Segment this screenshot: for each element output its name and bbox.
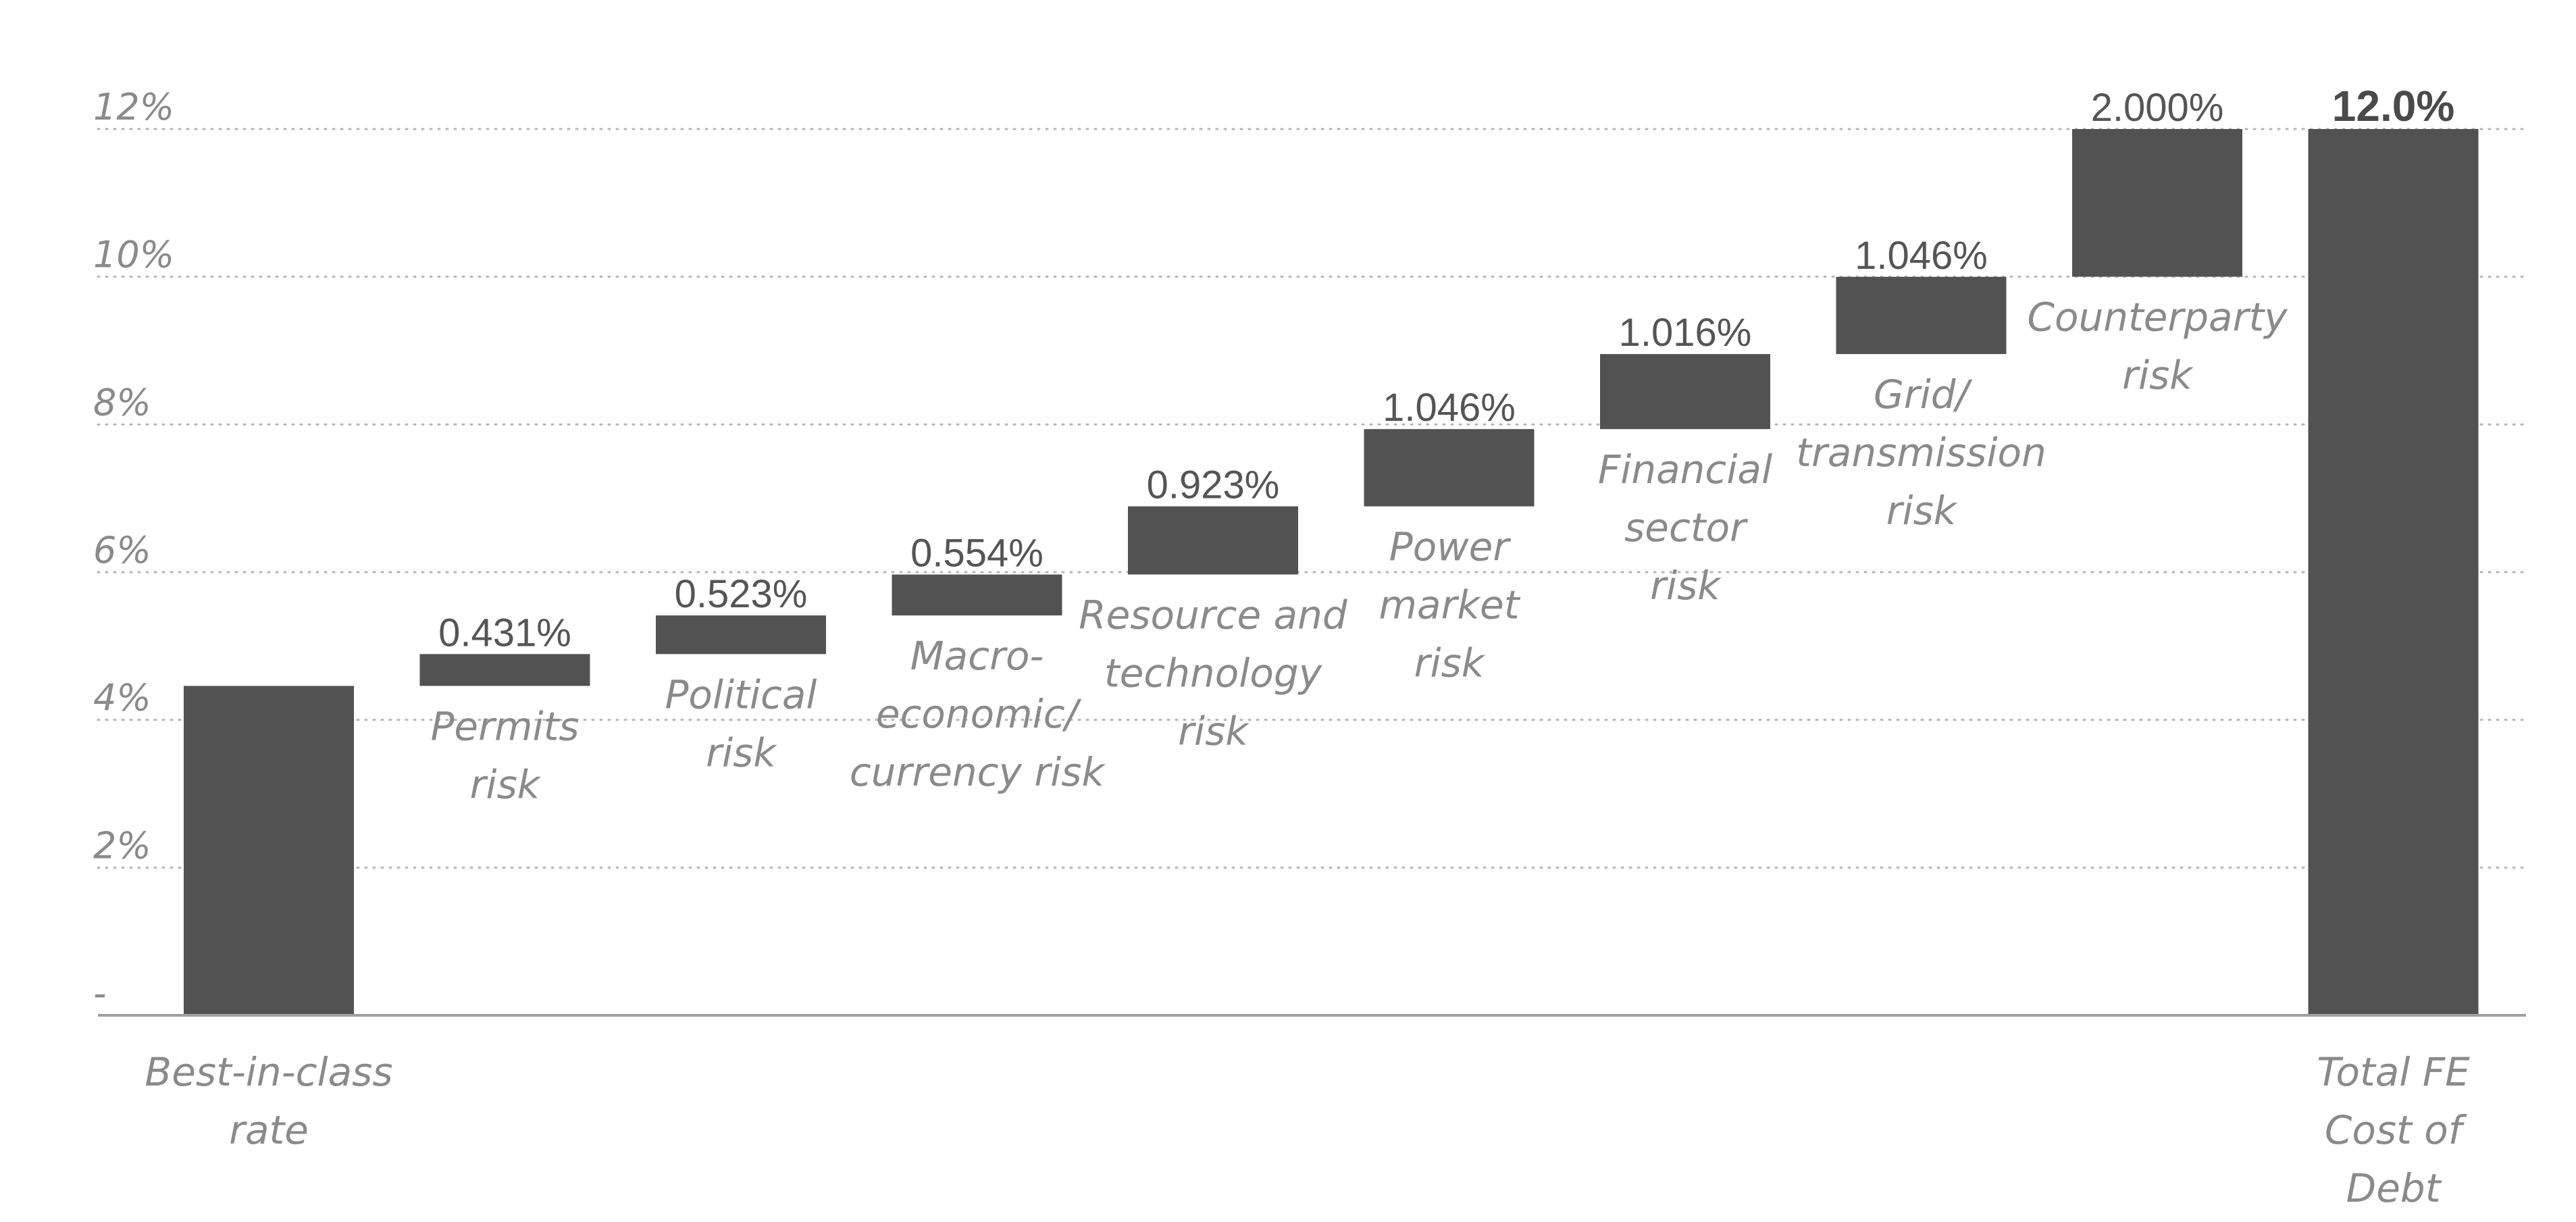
y-tick-label: - bbox=[93, 972, 107, 1015]
value-label: 0.523% bbox=[675, 572, 808, 616]
total-value-label: 12.0% bbox=[2332, 82, 2454, 130]
bar-8 bbox=[2072, 129, 2242, 277]
bar-5 bbox=[1364, 429, 1535, 507]
bar-6 bbox=[1600, 354, 1770, 430]
bar-0 bbox=[184, 686, 354, 1015]
value-label: 0.431% bbox=[438, 611, 571, 655]
category-label: Macro-economic/currency risk bbox=[850, 633, 1106, 795]
value-label: 2.000% bbox=[2091, 86, 2224, 130]
value-label: 0.923% bbox=[1147, 463, 1280, 507]
bar-2 bbox=[656, 615, 826, 655]
gridlines bbox=[97, 128, 2527, 869]
value-labels: 0.431% 0.523% 0.554% 0.923% 1.046% 1.016% 1.04… bbox=[438, 82, 2454, 655]
category-label: Political risk bbox=[665, 671, 817, 775]
bar-1 bbox=[419, 654, 590, 686]
category-label: Total FE Cost of Debt bbox=[2317, 1049, 2470, 1211]
category-labels: Best-in-class rate Permits risk Political ris… bbox=[145, 295, 2470, 1211]
y-tick-label: 4% bbox=[93, 677, 151, 719]
y-tick-label: 10% bbox=[93, 234, 174, 276]
category-label: Grid/transmission risk bbox=[1796, 372, 2046, 534]
bar-4 bbox=[1128, 506, 1298, 575]
y-tick-label: 6% bbox=[93, 529, 151, 571]
bar-7 bbox=[1836, 276, 2007, 355]
value-label: 1.016% bbox=[1619, 311, 1752, 355]
category-label: Permits risk bbox=[430, 703, 579, 807]
y-tick-label: 8% bbox=[93, 381, 151, 424]
category-label: Counterparty risk bbox=[2027, 295, 2288, 399]
category-label: Financial sector risk bbox=[1598, 447, 1772, 609]
value-label: 1.046% bbox=[1855, 234, 1988, 278]
y-axis-tick-labels: - 2% 4% 6% 8% 10% 12% bbox=[93, 86, 174, 1015]
y-tick-label: 2% bbox=[93, 824, 151, 867]
category-label: Power market risk bbox=[1379, 524, 1521, 686]
value-label: 1.046% bbox=[1383, 386, 1516, 430]
bars bbox=[184, 129, 2479, 1015]
bar-3 bbox=[892, 574, 1062, 616]
category-label: Resource and technology risk bbox=[1079, 592, 1348, 754]
bar-9 bbox=[2308, 129, 2479, 1015]
value-label: 0.554% bbox=[910, 531, 1044, 575]
category-label: Best-in-class rate bbox=[145, 1049, 392, 1153]
y-tick-label: 12% bbox=[93, 86, 174, 128]
